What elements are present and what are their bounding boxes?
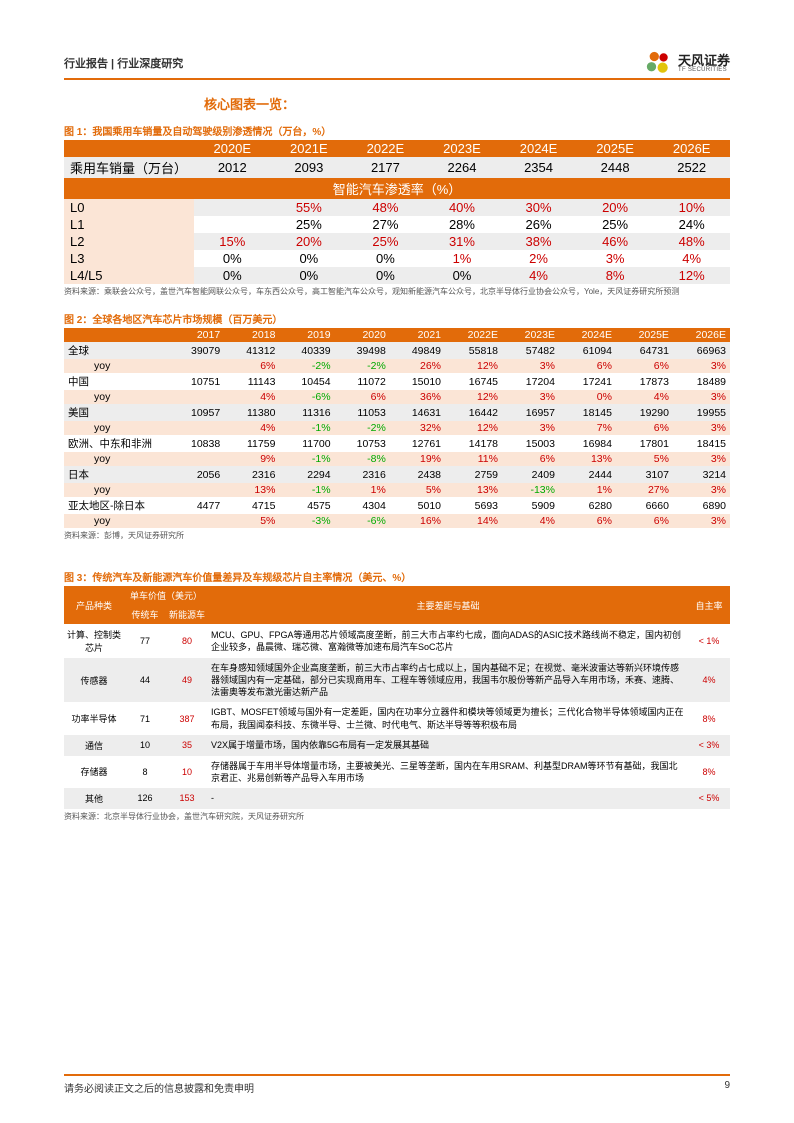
table-fig1: 2020E2021E2022E2023E2024E2025E2026E乘用车销量… [64,140,730,284]
page-number: 9 [724,1080,730,1095]
fig2-label: 图 2：全球各地区汽车芯片市场规模（百万美元） [64,311,730,326]
fig1-source: 资料来源：乘联会公众号，盖世汽车智能网联公众号，车东西公众号，高工智能汽车公众号… [64,286,730,297]
tf-logo-icon [644,50,672,76]
fig1-label: 图 1：我国乘用车销量及自动驾驶级别渗透情况（万台，%） [64,123,730,138]
footer-disclaimer: 请务必阅读正文之后的信息披露和免责申明 [64,1080,254,1095]
fig3-source: 资料来源：北京半导体行业协会，盖世汽车研究院，天风证券研究所 [64,811,730,822]
footer: 请务必阅读正文之后的信息披露和免责申明 9 [64,1074,730,1095]
section-title: 核心图表一览： [204,94,730,113]
logo-cn: 天风证券 [678,54,730,67]
fig3-label: 图 3：传统汽车及新能源汽车价值量差异及车规级芯片自主率情况（美元、%） [64,569,730,584]
table-fig3: 产品种类单车价值（美元）主要差距与基础自主率传统车新能源车计算、控制类芯片778… [64,586,730,809]
header-category: 行业报告 | 行业深度研究 [64,55,183,71]
table-fig2: 201720182019202020212022E2023E2024E2025E… [64,328,730,528]
fig2-source: 资料来源：彭博，天风证券研究所 [64,530,730,541]
logo-en: TF SECURITIES [678,67,730,73]
page-header: 行业报告 | 行业深度研究 天风证券 TF SECURITIES [64,50,730,80]
logo: 天风证券 TF SECURITIES [644,50,730,76]
